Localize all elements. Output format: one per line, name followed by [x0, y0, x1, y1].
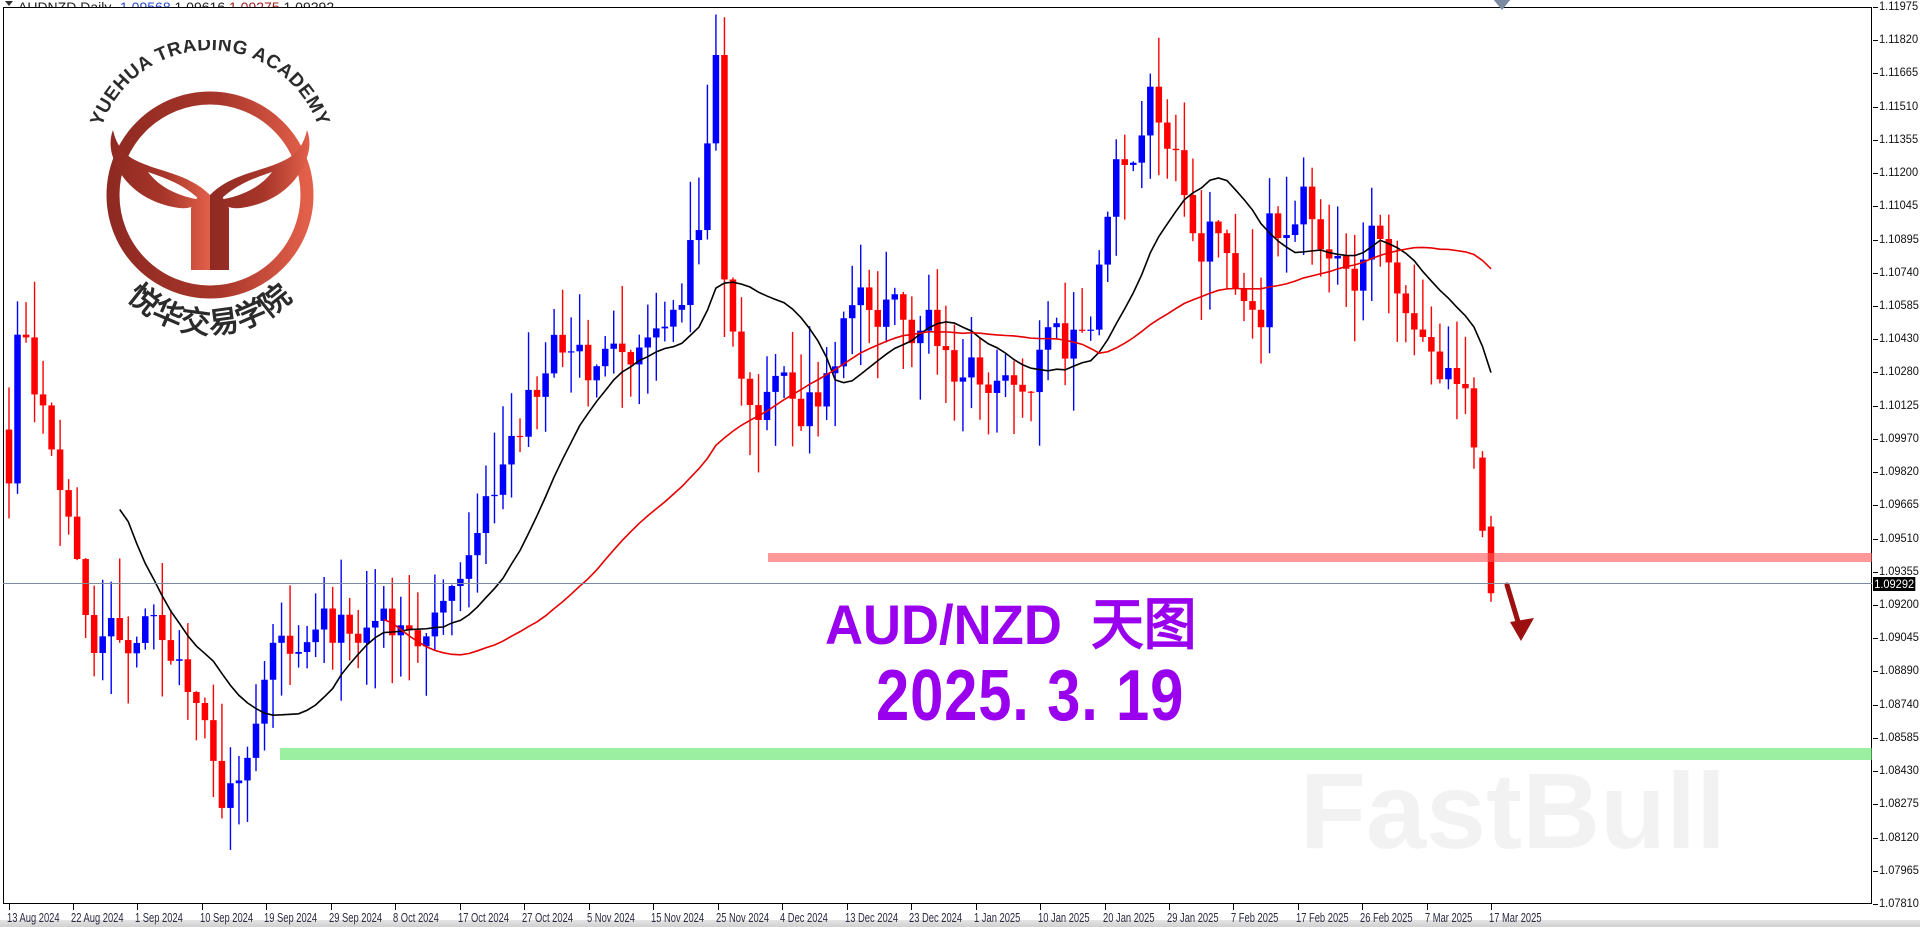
svg-text:YUEHUA TRADING ACADEMY: YUEHUA TRADING ACADEMY [87, 40, 334, 129]
